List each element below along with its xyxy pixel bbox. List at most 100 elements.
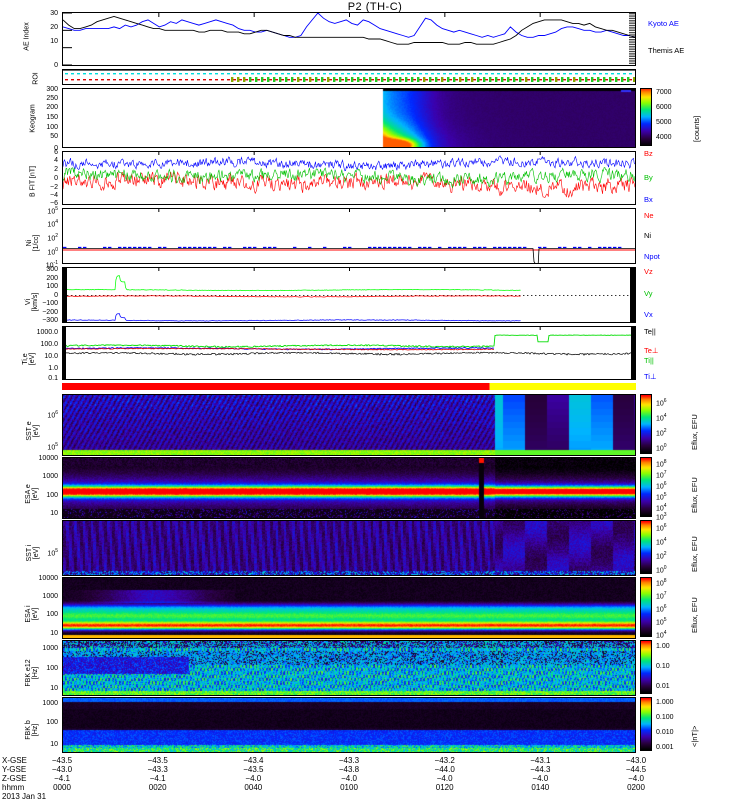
panel-esa-e	[62, 457, 636, 519]
esai-ytick: 1000	[42, 593, 58, 600]
legend-vx: Vx	[644, 310, 653, 319]
keo-cb-tick: 5000	[656, 119, 672, 126]
legend-ti-par: Ti||	[644, 356, 654, 365]
vi-ytick: −200	[42, 309, 58, 316]
ni-ytick: 105	[47, 206, 58, 216]
axis-tick-value: −4.1	[149, 774, 166, 783]
fbke-cb-tick: 0.01	[656, 683, 670, 690]
ssti-cb-title: Eflux, EFU	[690, 536, 699, 572]
panel-fbk-e	[62, 640, 636, 696]
vi-ytick: 200	[46, 275, 58, 282]
panel-roi	[62, 69, 636, 85]
fbkb-cb-title: <|nT|>	[690, 725, 699, 747]
ni-traces	[63, 209, 635, 263]
fbke-ylabel: FBK e12 [Hz]	[25, 659, 39, 687]
esai-cb-tick: 104	[656, 630, 667, 640]
tite-ytick: 100.0	[40, 341, 58, 348]
ssti-ytick: 105	[47, 548, 58, 558]
bfit-ytick: −4	[50, 192, 58, 199]
keo-ytick: 250	[46, 95, 58, 102]
sste-cb-tick: 102	[656, 428, 667, 438]
fbke-ytick: 1000	[42, 645, 58, 652]
panel-ae-index	[62, 12, 636, 66]
keogram-colorbar	[640, 88, 652, 146]
fbke-cb-tick: 0.10	[656, 663, 670, 670]
axis-tick-value: 0140	[531, 783, 550, 792]
axis-tick-value: 0100	[340, 783, 358, 792]
panel-esa-i	[62, 577, 636, 639]
fbkb-ytick: 1000	[42, 700, 58, 707]
ssti-cb-tick: 100	[656, 565, 667, 575]
sste-ytick: 106	[47, 410, 58, 420]
ssti-cb-tick: 106	[656, 523, 667, 533]
axis-tick-value: −4.0	[341, 774, 357, 783]
b-fit-traces	[63, 152, 635, 199]
bfit-ytick: −6	[50, 200, 58, 207]
esa-e-spectrogram	[63, 458, 635, 518]
esae-cb-tick: 107	[656, 470, 667, 480]
sste-ytick: 105	[47, 442, 58, 452]
bfit-ytick: −2	[50, 184, 58, 191]
esae-cb-tick: 106	[656, 481, 667, 491]
legend-ti-perp: Ti⊥	[644, 372, 657, 381]
axis-tick-value: 0120	[435, 783, 454, 792]
ae-ytick: 0	[54, 62, 58, 69]
axis-tick-value: −43.3	[338, 756, 360, 765]
sst-i-spectrogram	[63, 521, 635, 575]
keo-cb-title: [counts]	[692, 115, 701, 142]
ssti-cb-tick: 104	[656, 537, 667, 547]
keo-ytick: 100	[46, 124, 58, 131]
axis-tick-value: −44.3	[530, 765, 551, 774]
panel-fbk-b	[62, 697, 636, 753]
esae-ytick: 10000	[38, 455, 58, 462]
axis-tick-value: −4.0	[245, 774, 262, 783]
esai-ytick: 10000	[38, 575, 58, 582]
axis-tick-value: −43.8	[338, 765, 360, 774]
fbk-e-spectrogram	[63, 641, 635, 695]
axis-tick-value: −43.2	[434, 756, 455, 765]
panel-b-fit	[62, 151, 636, 205]
axis-tick-value: −43.4	[243, 756, 264, 765]
legend-ne: Ne	[644, 211, 654, 220]
ni-ytick: 104	[47, 219, 58, 229]
fbke-ytick: 10	[50, 685, 58, 692]
tite-ytick: 1000.0	[36, 329, 58, 336]
axis-row-label-hhmm: hhmm	[2, 783, 25, 792]
legend-te-par: Te||	[644, 327, 656, 336]
esa-i-spectrogram	[63, 578, 635, 638]
fbke-ytick: 100	[46, 665, 58, 672]
keo-ytick: 50	[50, 133, 58, 140]
esae-cb-title: Eflux, EFU	[690, 477, 699, 513]
axis-tick-value: −44.5	[625, 765, 647, 774]
sste-cb-tick: 106	[656, 398, 667, 408]
fbke-cb-tick: 1.00	[656, 643, 670, 650]
ae-index-traces	[63, 13, 635, 65]
ae-ytick: 20	[50, 24, 58, 31]
keo-cb-tick: 6000	[656, 104, 672, 111]
esai-cb-tick: 106	[656, 604, 667, 614]
fbkb-cb-tick: 0.100	[656, 714, 674, 721]
mode-bar-segments	[62, 383, 636, 390]
sste-cb-tick: 104	[656, 413, 667, 423]
ni-ytick: 102	[47, 233, 58, 243]
axis-tick-value: −43.0	[625, 756, 647, 765]
vi-ytick: 0	[54, 292, 58, 299]
page-title: P2 (TH-C)	[347, 1, 403, 13]
vi-ytick: 300	[46, 266, 58, 273]
panel-sst-i	[62, 520, 636, 576]
bfit-ytick: 2	[54, 166, 58, 173]
esae-cb-tick: 108	[656, 459, 667, 469]
axis-tick-value: 0000	[53, 783, 71, 792]
axis-tick-value: 0040	[244, 783, 263, 792]
axis-row-label-y-gse: Y-GSE	[2, 765, 27, 774]
ni-ytick: 10-1	[45, 260, 58, 270]
legend-bx: Bx	[644, 195, 653, 204]
legend-npot: Npot	[644, 252, 660, 261]
sste-cb-title: Eflux, EFU	[690, 414, 699, 450]
esa-e-colorbar	[640, 457, 652, 517]
vi-ytick: 100	[46, 283, 58, 290]
bfit-ytick: 0	[54, 175, 58, 182]
fbkb-cb-tick: 1.000	[656, 699, 674, 706]
esai-cb-tick: 108	[656, 578, 667, 588]
esae-ytick: 10	[50, 510, 58, 517]
